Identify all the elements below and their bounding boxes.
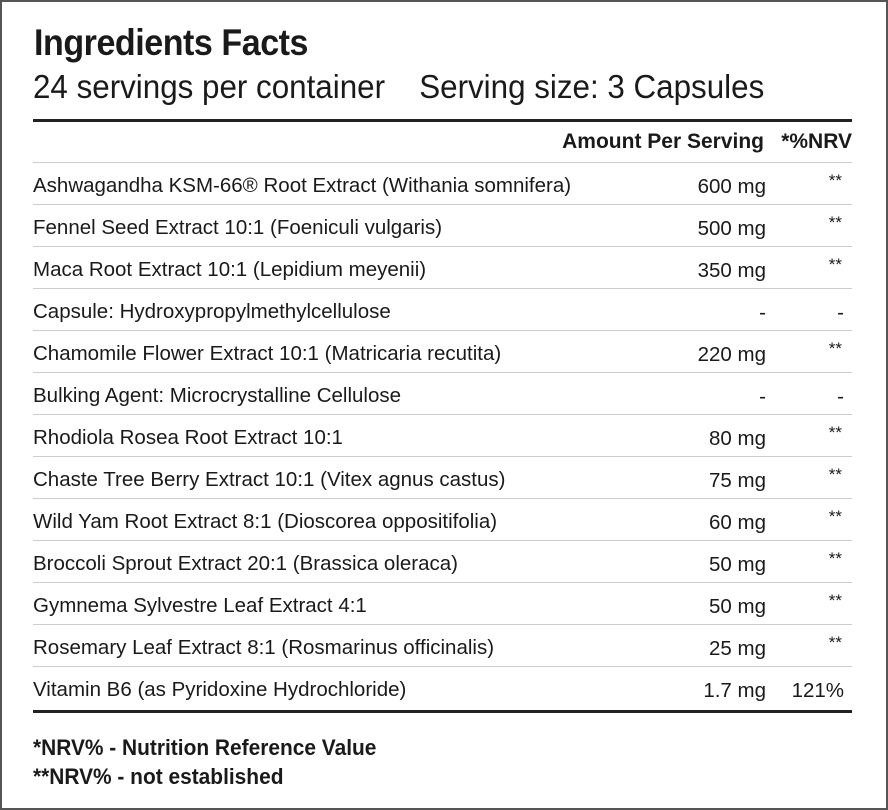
table-row: Gymnema Sylvestre Leaf Extract 4:1 50 mg *… xyxy=(33,582,852,624)
ingredient-amount: 500 mg xyxy=(697,217,766,240)
ingredient-nrv: ** xyxy=(828,423,842,442)
ingredient-amount: 60 mg xyxy=(709,511,766,534)
table-row: Bulking Agent: Microcrystalline Cellulos… xyxy=(33,372,852,414)
ingredient-nrv: ** xyxy=(828,549,842,568)
table-row: Capsule: Hydroxypropylmethylcellulose - - xyxy=(33,288,852,330)
table-row: Fennel Seed Extract 10:1 (Foeniculi vulg… xyxy=(33,204,852,246)
ingredient-amount: 50 mg xyxy=(709,553,766,576)
ingredient-name: Chamomile Flower Extract 10:1 (Matricari… xyxy=(33,342,502,365)
ingredient-nrv: ** xyxy=(828,255,842,274)
ingredient-name: Rhodiola Rosea Root Extract 10:1 xyxy=(33,426,343,449)
footnote-not-established: **NRV% - not established xyxy=(33,764,284,789)
header-nrv: *%NRV xyxy=(781,130,852,153)
ingredient-amount: - xyxy=(759,385,766,408)
ingredient-name: Wild Yam Root Extract 8:1 (Dioscorea opp… xyxy=(33,510,498,533)
table-row: Ashwagandha KSM-66® Root Extract (Withan… xyxy=(33,162,852,204)
ingredient-nrv: ** xyxy=(828,171,842,190)
ingredient-name: Gymnema Sylvestre Leaf Extract 4:1 xyxy=(33,594,367,617)
table-row: Chaste Tree Berry Extract 10:1 (Vitex ag… xyxy=(33,456,852,498)
ingredient-nrv: ** xyxy=(828,465,842,484)
ingredient-name: Capsule: Hydroxypropylmethylcellulose xyxy=(33,300,391,323)
ingredient-name: Chaste Tree Berry Extract 10:1 (Vitex ag… xyxy=(33,468,506,491)
table-row: Maca Root Extract 10:1 (Lepidium meyenii… xyxy=(33,246,852,288)
ingredient-nrv: ** xyxy=(828,591,842,610)
table-row: Wild Yam Root Extract 8:1 (Dioscorea opp… xyxy=(33,498,852,540)
ingredient-amount: 600 mg xyxy=(697,175,766,198)
ingredient-name: Ashwagandha KSM-66® Root Extract (Withan… xyxy=(33,174,572,197)
top-divider xyxy=(33,119,852,122)
page-title: Ingredients Facts xyxy=(34,22,309,63)
ingredient-name: Maca Root Extract 10:1 (Lepidium meyenii… xyxy=(33,258,427,281)
table-row: Rhodiola Rosea Root Extract 10:1 80 mg ** xyxy=(33,414,852,456)
serving-info: 24 servings per container Serving size: 3… xyxy=(33,68,798,106)
ingredient-nrv: - xyxy=(837,301,844,324)
ingredients-table: Ashwagandha KSM-66® Root Extract (Withan… xyxy=(33,162,852,708)
header-amount: Amount Per Serving xyxy=(562,130,764,153)
bottom-divider xyxy=(33,710,852,713)
ingredient-amount: - xyxy=(759,301,766,324)
ingredient-name: Fennel Seed Extract 10:1 (Foeniculi vulg… xyxy=(33,216,443,239)
table-header: Amount Per Serving *%NRV xyxy=(33,126,852,162)
ingredient-nrv: - xyxy=(837,385,844,408)
ingredient-name: Bulking Agent: Microcrystalline Cellulos… xyxy=(33,384,402,407)
ingredient-amount: 25 mg xyxy=(709,637,766,660)
ingredient-name: Broccoli Sprout Extract 20:1 (Brassica o… xyxy=(33,552,458,575)
table-row: Broccoli Sprout Extract 20:1 (Brassica o… xyxy=(33,540,852,582)
ingredient-amount: 75 mg xyxy=(709,469,766,492)
ingredient-amount: 50 mg xyxy=(709,595,766,618)
ingredient-amount: 1.7 mg xyxy=(703,679,766,702)
ingredient-name: Vitamin B6 (as Pyridoxine Hydrochloride) xyxy=(33,678,407,701)
table-row: Chamomile Flower Extract 10:1 (Matricari… xyxy=(33,330,852,372)
ingredient-nrv: ** xyxy=(828,213,842,232)
ingredient-nrv: ** xyxy=(828,507,842,526)
table-row: Vitamin B6 (as Pyridoxine Hydrochloride)… xyxy=(33,666,852,708)
ingredient-nrv: ** xyxy=(828,339,842,358)
ingredient-nrv: 121% xyxy=(791,679,844,702)
ingredient-name: Rosemary Leaf Extract 8:1 (Rosmarinus of… xyxy=(33,636,495,659)
footnote-nrv: *NRV% - Nutrition Reference Value xyxy=(33,735,377,760)
servings-per-container: 24 servings per container xyxy=(33,68,386,105)
table-row: Rosemary Leaf Extract 8:1 (Rosmarinus of… xyxy=(33,624,852,666)
ingredient-amount: 80 mg xyxy=(709,427,766,450)
ingredient-nrv: ** xyxy=(828,633,842,652)
ingredient-amount: 220 mg xyxy=(697,343,766,366)
ingredient-amount: 350 mg xyxy=(697,259,766,282)
serving-size: Serving size: 3 Capsules xyxy=(419,68,765,105)
